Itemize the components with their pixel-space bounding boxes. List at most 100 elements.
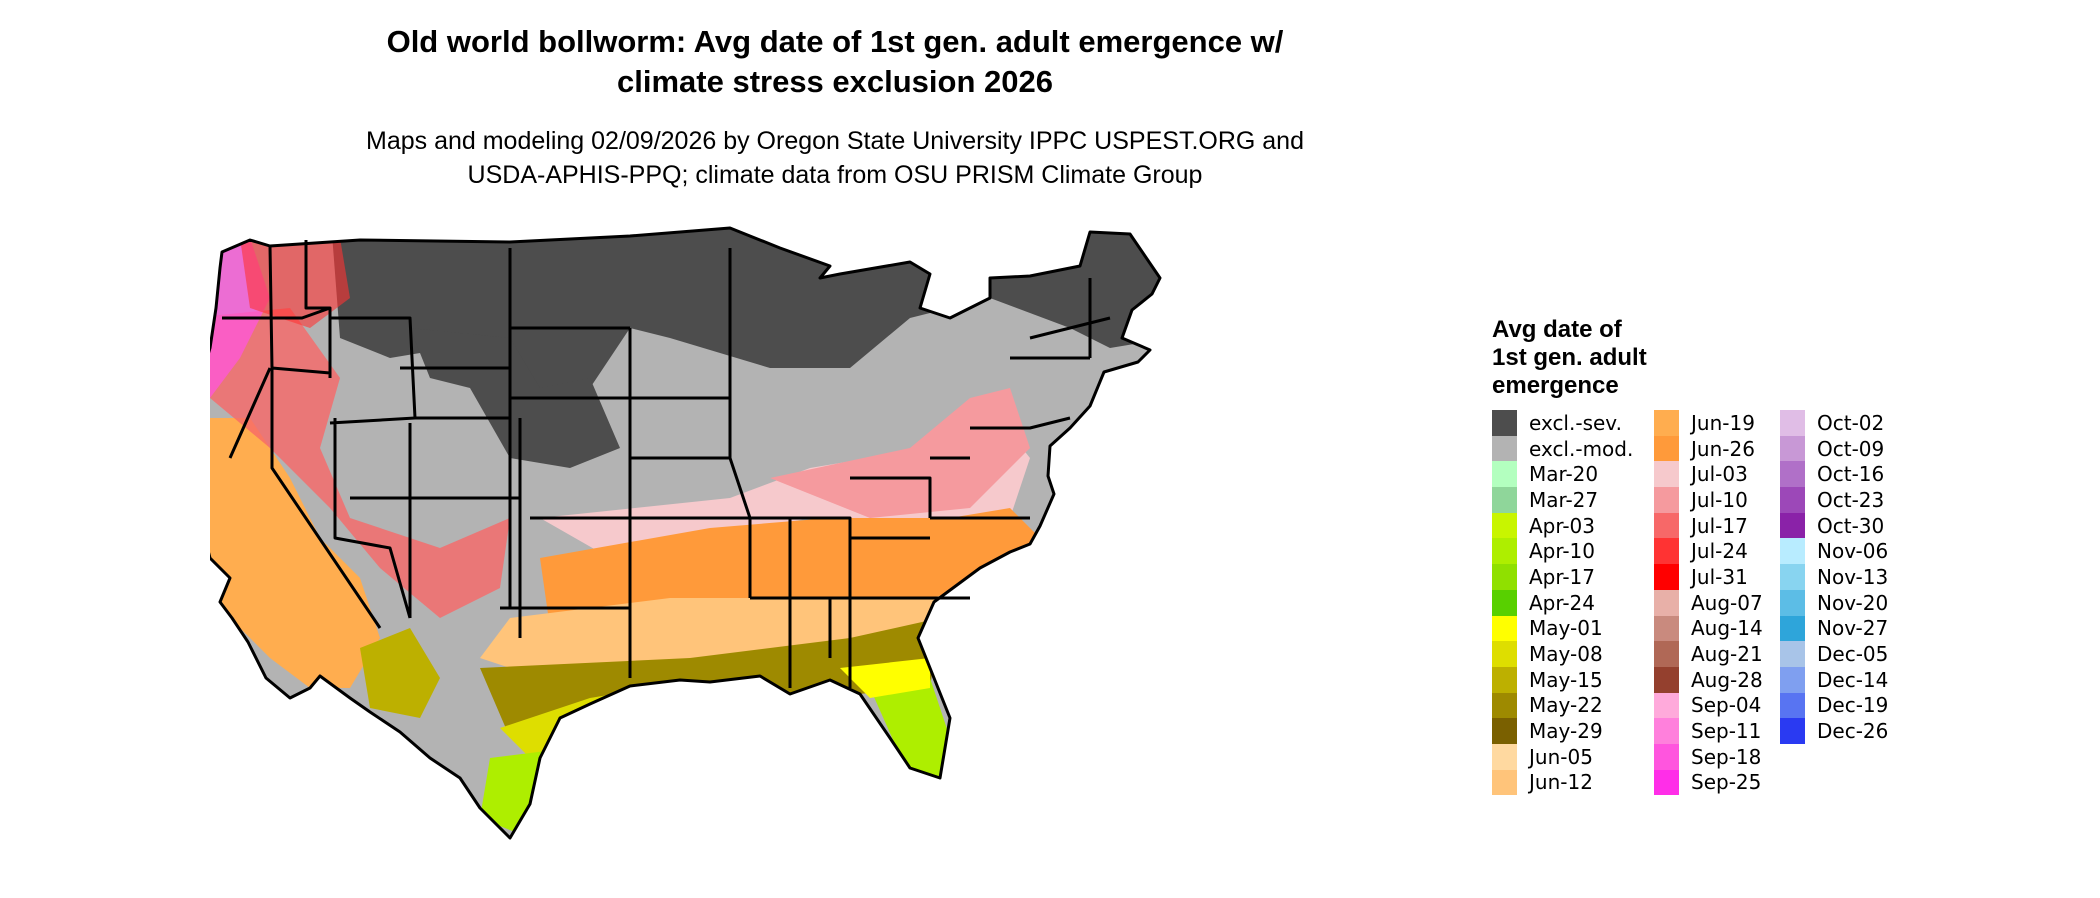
legend-item: Aug-28 xyxy=(1654,666,1763,693)
legend-swatch xyxy=(1654,410,1679,436)
legend-item: Oct-02 xyxy=(1780,410,1888,436)
legend-item: Oct-16 xyxy=(1780,461,1888,488)
legend-swatch xyxy=(1492,692,1517,719)
legend-item: Oct-23 xyxy=(1780,487,1888,513)
legend-swatch xyxy=(1780,666,1805,693)
legend-title-line-3: emergence xyxy=(1492,372,1619,399)
map-fill xyxy=(210,228,1160,838)
legend-item: Aug-07 xyxy=(1654,589,1763,616)
legend-label: Dec-19 xyxy=(1817,693,1889,718)
legend-label: May-29 xyxy=(1529,719,1603,744)
legend-label: Mar-20 xyxy=(1529,462,1599,487)
legend-item: Nov-20 xyxy=(1780,589,1889,616)
appalachian-red-band xyxy=(770,388,1030,518)
legend-label: Jun-12 xyxy=(1529,770,1593,795)
legend-item: Jun-19 xyxy=(1654,410,1763,436)
legend-swatch xyxy=(1492,718,1517,744)
legend-label: Aug-21 xyxy=(1691,642,1763,667)
legend-label: Nov-20 xyxy=(1817,590,1889,615)
legend-swatch xyxy=(1654,666,1679,693)
legend-swatch xyxy=(1654,769,1679,796)
legend-label: Oct-23 xyxy=(1817,487,1885,512)
legend-swatch xyxy=(1492,564,1517,590)
legend-label: Apr-17 xyxy=(1529,564,1595,589)
legend-item: Sep-11 xyxy=(1654,718,1763,744)
legend-swatch xyxy=(1780,615,1805,642)
legend-label: excl.-mod. xyxy=(1529,436,1634,461)
legend-swatch xyxy=(1492,641,1517,667)
legend-item: Jun-12 xyxy=(1492,769,1633,796)
legend-label: Aug-28 xyxy=(1691,667,1763,692)
legend-column-3: Oct-02 Oct-09 Oct-16 Oct-23 Oct-30 Nov-06 Nov-… xyxy=(1780,410,1888,744)
legend-item: Oct-30 xyxy=(1780,512,1888,539)
legend-item: Nov-27 xyxy=(1780,615,1888,642)
legend-label: Aug-07 xyxy=(1691,590,1763,615)
legend-item: Aug-14 xyxy=(1654,615,1763,642)
legend-swatch xyxy=(1492,512,1517,539)
legend-swatch xyxy=(1654,487,1679,513)
legend-item: Sep-25 xyxy=(1654,769,1763,796)
legend-label: Nov-06 xyxy=(1817,539,1889,564)
legend-label: Apr-24 xyxy=(1529,590,1595,615)
legend-swatch xyxy=(1492,743,1517,770)
legend-item: Mar-27 xyxy=(1492,487,1633,513)
legend-swatch xyxy=(1780,718,1805,744)
legend-item: excl.-mod. xyxy=(1492,435,1634,462)
legend-label: Sep-04 xyxy=(1691,693,1762,718)
legend-label: Jul-31 xyxy=(1691,564,1748,589)
subtitle-line-2: USDA-APHIS-PPQ; climate data from OSU PR… xyxy=(467,161,1203,189)
legend-swatch xyxy=(1780,538,1805,565)
legend-swatch xyxy=(1492,410,1517,436)
legend-swatch xyxy=(1654,461,1679,488)
legend-swatch xyxy=(1654,615,1679,642)
southern-light-orange-band xyxy=(480,588,970,678)
legend-swatch xyxy=(1780,487,1805,513)
legend-item: May-29 xyxy=(1492,718,1633,744)
legend-label: Oct-09 xyxy=(1817,436,1885,461)
legend-item: May-08 xyxy=(1492,641,1633,667)
legend-item: Nov-06 xyxy=(1780,538,1889,565)
legend-swatch xyxy=(1492,589,1517,616)
legend-item: May-15 xyxy=(1492,666,1633,693)
legend-item: Apr-17 xyxy=(1492,564,1633,590)
legend-swatch xyxy=(1654,589,1679,616)
legend-item: Sep-04 xyxy=(1654,692,1763,719)
legend-item: Aug-21 xyxy=(1654,641,1763,667)
legend-label: Apr-03 xyxy=(1529,513,1595,538)
legend-swatch xyxy=(1780,692,1805,719)
western-zone-jul xyxy=(210,308,510,618)
legend-label: Sep-18 xyxy=(1691,744,1762,769)
state-lines xyxy=(222,240,1111,688)
legend-swatch xyxy=(1654,435,1679,462)
us-map xyxy=(210,226,1162,840)
legend-swatch xyxy=(1780,461,1805,488)
legend-item: Jul-31 xyxy=(1654,564,1763,590)
legend-item: Jun-05 xyxy=(1492,743,1633,770)
legend-label: Dec-05 xyxy=(1817,642,1889,667)
legend-item: Jun-26 xyxy=(1654,435,1763,462)
map-subtitle: Maps and modeling 02/09/2026 by Oregon S… xyxy=(0,124,1670,192)
legend-title-line-2: 1st gen. adult xyxy=(1492,344,1647,371)
title-line-2: climate stress exclusion 2026 xyxy=(617,64,1053,99)
legend-item: Jul-03 xyxy=(1654,461,1763,488)
legend-title-line-1: Avg date of xyxy=(1492,316,1622,343)
title-line-1: Old world bollworm: Avg date of 1st gen.… xyxy=(386,24,1284,59)
legend-swatch xyxy=(1654,692,1679,719)
legend-swatch xyxy=(1654,718,1679,744)
gulf-may-band xyxy=(480,618,940,738)
legend-label: Jul-10 xyxy=(1691,487,1748,512)
legend-swatch xyxy=(1780,589,1805,616)
legend-label: Dec-14 xyxy=(1817,667,1889,692)
legend-swatch xyxy=(1492,435,1517,462)
legend-item: Nov-13 xyxy=(1780,564,1888,590)
legend-item: Sep-18 xyxy=(1654,743,1763,770)
legend-swatch xyxy=(1492,487,1517,513)
legend-label: Jul-24 xyxy=(1691,539,1748,564)
legend-item: Dec-05 xyxy=(1780,641,1888,667)
legend-label: Apr-10 xyxy=(1529,539,1595,564)
legend-label: Oct-30 xyxy=(1817,513,1885,538)
legend-swatch xyxy=(1492,666,1517,693)
florida-yellow xyxy=(840,658,930,698)
legend-item: Mar-20 xyxy=(1492,461,1633,488)
legend-label: May-15 xyxy=(1529,667,1603,692)
